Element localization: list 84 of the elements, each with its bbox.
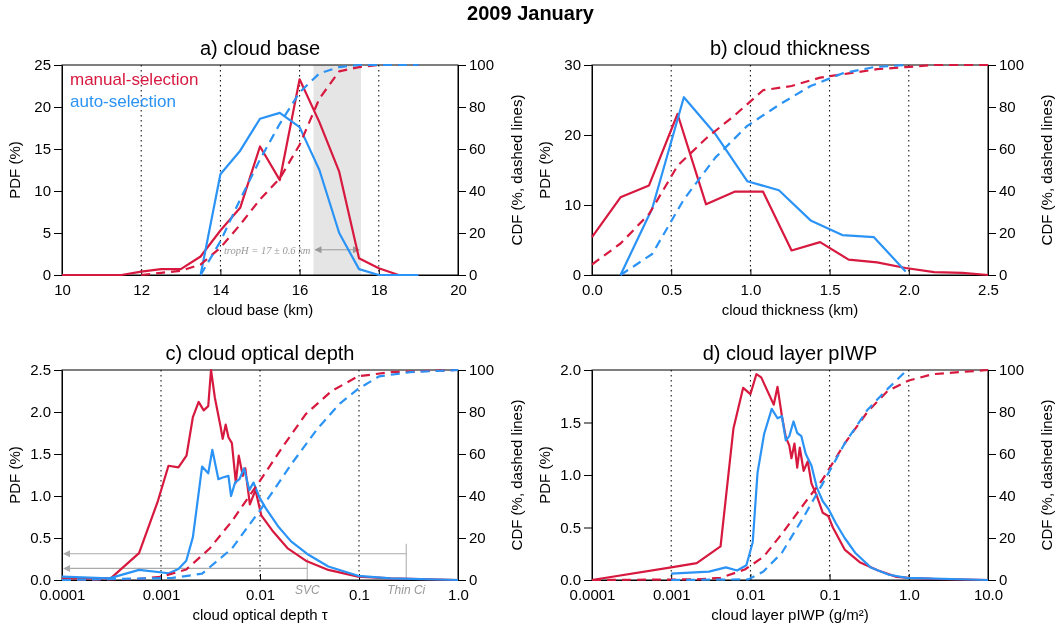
y2-tick-label: 60	[469, 140, 486, 158]
y2-tick-label: 100	[999, 361, 1025, 379]
y2-tick-label: 100	[469, 56, 495, 74]
y-tick-label: 30	[564, 56, 581, 74]
x-axis-title: cloud optical depth τ	[192, 606, 328, 623]
y2-tick-label: 100	[999, 56, 1025, 74]
y-tick-label: 2.0	[560, 361, 581, 379]
ref-line-label: SVC	[294, 583, 320, 597]
y-tick-label: 0	[572, 266, 581, 284]
y2-tick-label: 0	[999, 266, 1008, 284]
y2-tick-label: 40	[999, 487, 1016, 505]
y2-tick-label: 20	[469, 529, 486, 547]
x-tick-label: 1.0	[740, 280, 762, 298]
x-tick-label: 1.5	[819, 280, 841, 298]
y-axis-title: PDF (%)	[536, 446, 553, 504]
x-tick-label: 12	[133, 280, 151, 298]
x-tick-label: 0.5	[661, 280, 683, 298]
y2-tick-label: 80	[469, 98, 486, 116]
x-tick-label: 0.001	[142, 585, 181, 603]
y2-axis-title: CDF (%, dashed lines)	[1038, 94, 1055, 246]
x-tick-label: 16	[291, 280, 309, 298]
y-axis-title: PDF (%)	[6, 446, 23, 504]
y-tick-label: 10	[34, 182, 51, 200]
y2-tick-label: 60	[469, 445, 486, 463]
x-tick-label: 2.0	[898, 280, 920, 298]
y2-tick-label: 100	[469, 361, 495, 379]
text: manual-selection	[70, 70, 199, 89]
chart-title: b) cloud thickness	[709, 37, 871, 59]
y2-axis-title: CDF (%, dashed lines)	[1038, 399, 1055, 551]
band-label: tropH = 17 ± 0.6 km	[223, 244, 311, 256]
y-axis-title: PDF (%)	[6, 141, 23, 199]
x-tick-label: 1.0	[448, 585, 469, 603]
x-tick-label: 14	[212, 280, 230, 298]
x-axis-title: cloud base (km)	[206, 301, 314, 318]
x-tick-label: 1.0	[898, 585, 920, 603]
y2-axis-title: CDF (%, dashed lines)	[508, 94, 525, 246]
y-tick-label: 20	[564, 126, 581, 144]
text: auto-selection	[70, 92, 176, 111]
x-tick-label: 0.001	[652, 585, 691, 603]
y2-tick-label: 60	[999, 140, 1016, 158]
chart-title: d) cloud layer pIWP	[702, 342, 878, 364]
y-tick-label: 2.5	[30, 361, 51, 379]
x-tick-label: 0.1	[819, 585, 841, 603]
y-tick-label: 0.5	[30, 529, 51, 547]
y2-tick-label: 80	[999, 403, 1016, 421]
y2-tick-label: 60	[999, 445, 1016, 463]
y-tick-label: 0.5	[560, 518, 581, 536]
y-tick-label: 1.0	[30, 487, 51, 505]
y2-tick-label: 40	[469, 182, 486, 200]
y2-tick-label: 80	[999, 98, 1016, 116]
y-tick-label: 5	[42, 224, 51, 242]
ref-line-label: Thin Ci	[387, 583, 426, 597]
x-tick-label: 10	[54, 280, 71, 298]
y-tick-label: 20	[34, 98, 51, 116]
y2-axis-title: CDF (%, dashed lines)	[508, 399, 525, 551]
x-axis-title: cloud layer pIWP (g/m²)	[711, 606, 869, 623]
x-tick-label: 0.0	[582, 280, 603, 298]
y-tick-label: 10	[564, 196, 581, 214]
y-tick-label: 0	[42, 266, 51, 284]
chart-title: c) cloud optical depth	[165, 342, 355, 364]
chart-title: a) cloud base	[199, 37, 321, 59]
y2-tick-label: 0	[469, 571, 478, 589]
text: 2009 January	[466, 2, 595, 25]
y2-tick-label: 40	[469, 487, 486, 505]
y-tick-label: 1.0	[560, 466, 581, 484]
y-tick-label: 1.5	[560, 413, 581, 431]
x-tick-label: 20	[450, 280, 467, 298]
y-tick-label: 2.0	[30, 403, 51, 421]
y2-tick-label: 80	[469, 403, 486, 421]
x-axis-title: cloud thickness (km)	[721, 301, 859, 318]
y2-tick-label: 20	[469, 224, 486, 242]
y-tick-label: 1.5	[30, 445, 51, 463]
x-tick-label: 0.1	[349, 585, 370, 603]
y2-tick-label: 40	[999, 182, 1016, 200]
x-tick-label: 18	[370, 280, 388, 298]
x-tick-label: 0.01	[736, 585, 766, 603]
y-tick-label: 15	[34, 140, 51, 158]
y2-tick-label: 0	[469, 266, 478, 284]
y2-tick-label: 20	[999, 224, 1016, 242]
y2-tick-label: 20	[999, 529, 1016, 547]
x-tick-label: 2.5	[978, 280, 999, 298]
x-tick-label: 0.01	[245, 585, 276, 603]
y-tick-label: 25	[34, 56, 51, 74]
y-axis-title: PDF (%)	[536, 141, 553, 199]
